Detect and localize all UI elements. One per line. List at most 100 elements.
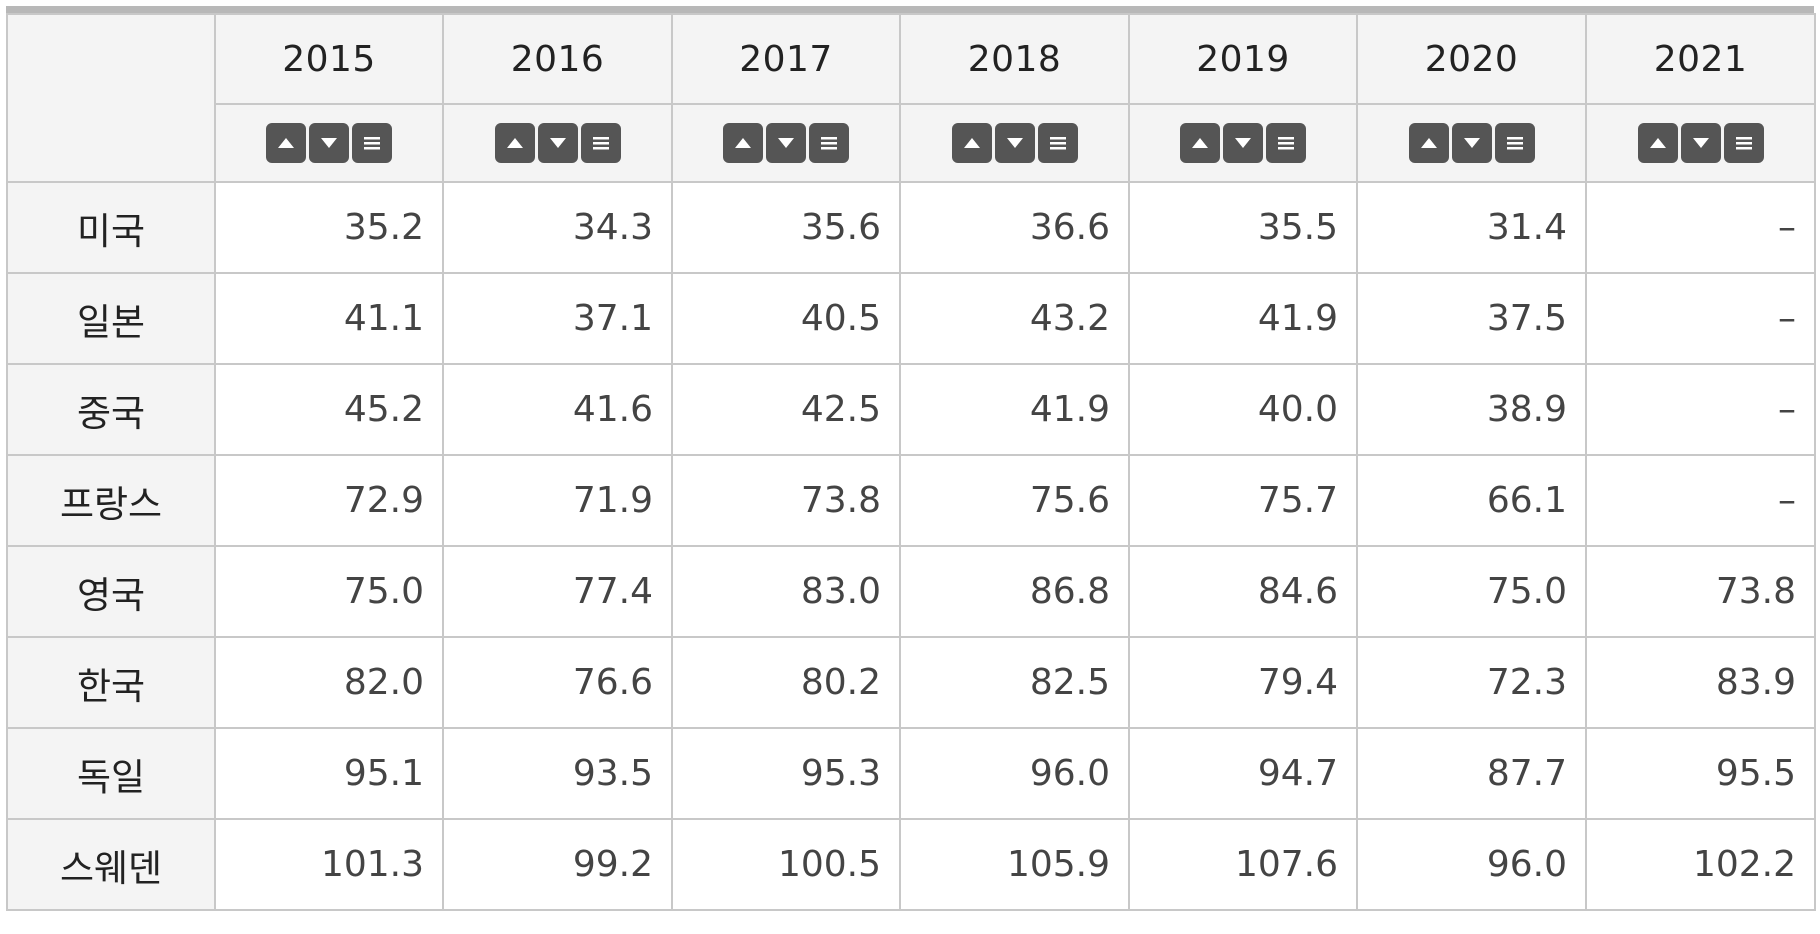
triangle-down-icon — [1003, 131, 1027, 155]
table-cell-value: 41.1 — [214, 272, 444, 365]
sort-controls-row — [7, 103, 1816, 183]
table-cell-value: 45.2 — [214, 363, 444, 456]
column-header-year: 2021 — [1585, 13, 1816, 105]
table-cell-value: – — [1585, 272, 1816, 365]
table-cell-value: 77.4 — [442, 545, 673, 638]
sort-controls-cell — [671, 103, 901, 183]
sort-ascending-button[interactable] — [266, 123, 306, 163]
triangle-down-icon — [317, 131, 341, 155]
sort-controls-cell — [1585, 103, 1816, 183]
sort-button-group — [494, 123, 621, 163]
column-menu-button[interactable] — [1037, 123, 1078, 163]
sort-button-group — [1180, 123, 1306, 163]
table-row: 한국 82.0 76.6 80.2 82.5 79.4 72.3 83.9 — [6, 636, 1816, 729]
hamburger-menu-icon — [1046, 131, 1070, 155]
sort-controls-cell — [1356, 103, 1587, 183]
table-cell-value: 87.7 — [1356, 727, 1587, 820]
sort-ascending-button[interactable] — [723, 123, 763, 163]
triangle-down-icon — [1231, 131, 1255, 155]
column-menu-button[interactable] — [809, 123, 849, 163]
sort-controls-cell — [442, 103, 673, 183]
row-header-country: 스웨덴 — [6, 818, 216, 911]
table-row: 스웨덴 101.3 99.2 100.5 105.9 107.6 96.0 102.2 — [6, 818, 1816, 911]
table-cell-value: 40.5 — [671, 272, 901, 365]
table-cell-value: 72.9 — [214, 454, 444, 547]
table-row: 영국 75.0 77.4 83.0 86.8 84.6 75.0 73.8 — [6, 545, 1816, 638]
sort-button-group — [266, 123, 392, 163]
column-menu-button[interactable] — [1494, 123, 1535, 163]
table-cell-value: 36.6 — [899, 181, 1130, 274]
table-cell-value: 75.0 — [214, 545, 444, 638]
row-header-country: 독일 — [6, 727, 216, 820]
table-cell-value: 41.6 — [442, 363, 673, 456]
table-cell-value: 38.9 — [1356, 363, 1587, 456]
table-cell-value: 95.1 — [214, 727, 444, 820]
table-row: 프랑스 72.9 71.9 73.8 75.6 75.7 66.1– — [6, 454, 1816, 547]
table-cell-value: 102.2 — [1585, 818, 1816, 911]
sort-descending-button[interactable] — [994, 123, 1035, 163]
row-header-country: 일본 — [6, 272, 216, 365]
table-cell-value: 105.9 — [899, 818, 1130, 911]
sort-ascending-button[interactable] — [1180, 123, 1220, 163]
data-table: 2015 2016 2017 2018 2019 2020 2021 미국 35.2 34.3 3… — [6, 13, 1816, 911]
table-cell-value: 34.3 — [442, 181, 673, 274]
table-cell-value: 82.0 — [214, 636, 444, 729]
year-header-row: 2015 2016 2017 2018 2019 2020 2021 — [6, 13, 1816, 183]
triangle-up-icon — [503, 131, 527, 155]
sort-descending-button[interactable] — [766, 123, 806, 163]
triangle-down-icon — [774, 131, 798, 155]
table-cell-value: 35.5 — [1128, 181, 1358, 274]
column-menu-button[interactable] — [352, 123, 392, 163]
table-cell-value: 93.5 — [442, 727, 673, 820]
sort-button-group — [1408, 123, 1535, 163]
table-cell-value: 80.2 — [671, 636, 901, 729]
sort-descending-button[interactable] — [1680, 123, 1721, 163]
triangle-down-icon — [1689, 131, 1713, 155]
column-menu-button[interactable] — [1723, 123, 1764, 163]
triangle-up-icon — [1646, 131, 1670, 155]
table-cell-value: 95.5 — [1585, 727, 1816, 820]
table-cell-value: 73.8 — [671, 454, 901, 547]
table-cell-value: 86.8 — [899, 545, 1130, 638]
table-cell-value: 37.5 — [1356, 272, 1587, 365]
sort-ascending-button[interactable] — [1408, 123, 1449, 163]
sort-descending-button[interactable] — [1223, 123, 1263, 163]
sort-ascending-button[interactable] — [494, 123, 535, 163]
sort-controls-cell — [214, 103, 444, 183]
table-cell-value: 95.3 — [671, 727, 901, 820]
column-header-year: 2018 — [899, 13, 1130, 105]
table-cell-value: 100.5 — [671, 818, 901, 911]
table-cell-value: – — [1585, 181, 1816, 274]
row-header-country: 영국 — [6, 545, 216, 638]
table-cell-value: 79.4 — [1128, 636, 1358, 729]
sort-ascending-button[interactable] — [1637, 123, 1678, 163]
row-header-country: 한국 — [6, 636, 216, 729]
triangle-down-icon — [546, 131, 570, 155]
row-header-country: 중국 — [6, 363, 216, 456]
sort-descending-button[interactable] — [537, 123, 578, 163]
column-header-year: 2015 — [214, 13, 444, 105]
column-header-year: 2016 — [442, 13, 673, 105]
triangle-up-icon — [274, 131, 298, 155]
table-cell-value: 37.1 — [442, 272, 673, 365]
table-cell-value: 66.1 — [1356, 454, 1587, 547]
hamburger-menu-icon — [589, 131, 613, 155]
sort-button-group — [723, 123, 849, 163]
table-cell-value: 72.3 — [1356, 636, 1587, 729]
column-menu-button[interactable] — [1266, 123, 1306, 163]
column-menu-button[interactable] — [580, 123, 621, 163]
hamburger-menu-icon — [1503, 131, 1527, 155]
column-header-year: 2017 — [671, 13, 901, 105]
table-cell-value: 41.9 — [899, 363, 1130, 456]
sort-ascending-button[interactable] — [951, 123, 992, 163]
sort-descending-button[interactable] — [1451, 123, 1492, 163]
table-cell-value: 40.0 — [1128, 363, 1358, 456]
table-cell-value: 76.6 — [442, 636, 673, 729]
table-cell-value: 75.0 — [1356, 545, 1587, 638]
sort-descending-button[interactable] — [309, 123, 349, 163]
triangle-up-icon — [731, 131, 755, 155]
table-cell-value: 75.6 — [899, 454, 1130, 547]
table-cell-value: 43.2 — [899, 272, 1130, 365]
table-cell-value: 83.9 — [1585, 636, 1816, 729]
column-header-year: 2020 — [1356, 13, 1587, 105]
